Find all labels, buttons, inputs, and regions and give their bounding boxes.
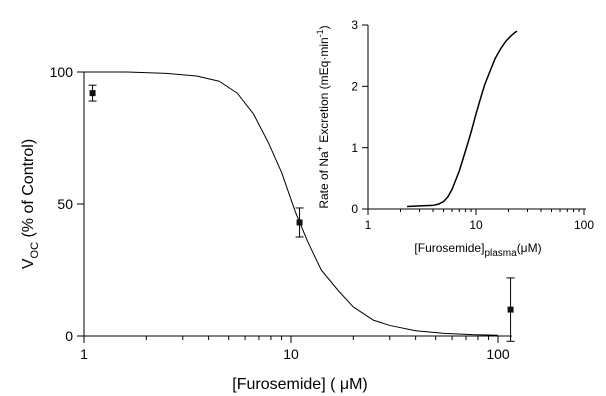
- inset-x-tick-label: 1: [365, 218, 372, 232]
- inset-y-axis-title-c: ): [317, 25, 331, 29]
- main-data-point: [296, 219, 303, 226]
- inset-y-axis-title-sup2: -1: [315, 29, 325, 37]
- main-y-tick-label: 50: [57, 196, 73, 212]
- inset-y-axis-title: Rate of Na+ Excretion (mEq·min-1): [315, 25, 331, 208]
- main-y-axis-title-rest: (% of Control): [20, 139, 37, 242]
- main-fit-curve: [84, 71, 499, 336]
- inset-curve-layer: [407, 30, 518, 208]
- main-y-axis-title-v: V: [20, 258, 37, 269]
- main-data-point: [89, 90, 96, 97]
- inset-x-tick-label: 100: [574, 218, 594, 232]
- main-y-axis-title: VOC (% of Control): [20, 139, 41, 269]
- inset-x-axis-title-rest: (μM): [517, 241, 542, 255]
- main-data-point: [507, 306, 514, 313]
- inset-x-axis-title-sub: plasma: [484, 248, 517, 259]
- inset-y-tick-label: 1: [351, 141, 358, 155]
- main-x-tick-label: 100: [486, 346, 510, 362]
- inset-x-tick-label: 10: [469, 218, 483, 232]
- inset-fit-curve: [407, 30, 518, 208]
- main-points-layer: [88, 84, 515, 342]
- main-y-tick-label: 100: [50, 64, 74, 80]
- inset-y-axis-title-sup: +: [315, 146, 325, 151]
- main-x-tick-label: 1: [80, 346, 88, 362]
- inset-y-tick-label: 2: [351, 80, 358, 94]
- main-curve-layer: [84, 71, 499, 336]
- inset-x-axis-title-main: [Furosemide]: [414, 241, 484, 255]
- inset-y-tick-label: 0: [351, 202, 358, 216]
- main-x-axis-title: [Furosemide] ( μM): [232, 376, 367, 393]
- inset-y-tick-label: 3: [351, 18, 358, 32]
- inset-x-axis-title: [Furosemide]plasma(μM): [414, 241, 541, 259]
- main-y-tick-label: 0: [65, 328, 73, 344]
- inset-y-axis-title-a: Rate of Na: [317, 151, 331, 209]
- main-x-tick-label: 10: [283, 346, 299, 362]
- main-y-axis-title-sub: OC: [29, 242, 41, 259]
- inset-y-axis-title-b: Excretion (mEq·min: [317, 37, 331, 146]
